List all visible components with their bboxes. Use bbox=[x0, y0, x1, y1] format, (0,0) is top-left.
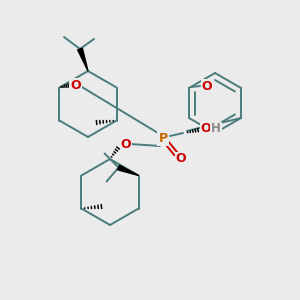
Text: O: O bbox=[121, 137, 131, 151]
Polygon shape bbox=[78, 48, 88, 71]
Text: O: O bbox=[176, 152, 186, 166]
Text: O: O bbox=[70, 79, 81, 92]
Polygon shape bbox=[118, 165, 139, 176]
Text: H: H bbox=[211, 122, 221, 136]
Text: O: O bbox=[202, 80, 212, 92]
Text: O: O bbox=[201, 122, 211, 136]
Text: P: P bbox=[158, 131, 168, 145]
